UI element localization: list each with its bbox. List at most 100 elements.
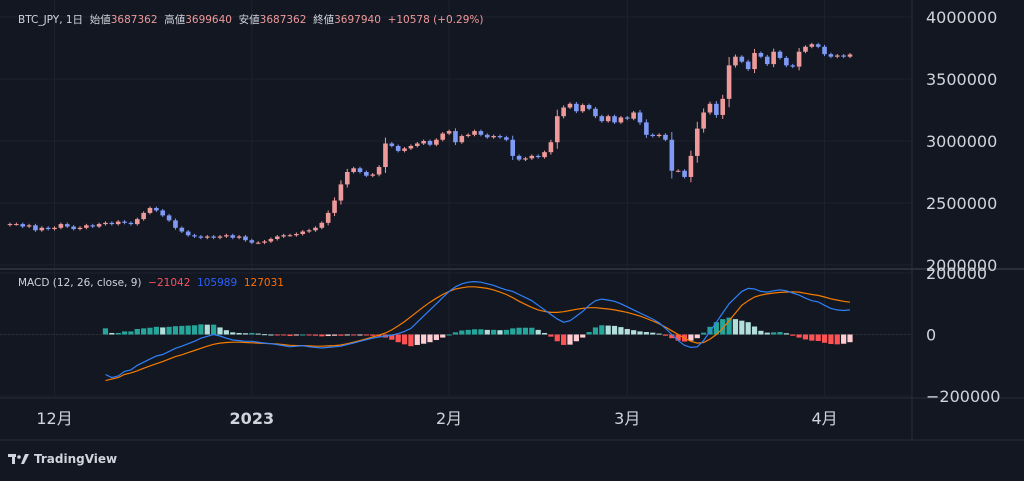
macd-histogram-bar: [306, 334, 312, 336]
price-legend: BTC_JPY, 1日 始値3687362 高値3699640 安値368736…: [18, 12, 483, 27]
macd-histogram-bar: [147, 327, 153, 335]
candle-body: [714, 103, 719, 115]
candle-body: [669, 139, 675, 171]
candle-body: [535, 155, 541, 158]
candle-body: [491, 136, 496, 138]
candle-body: [185, 231, 191, 236]
candle-body: [7, 224, 13, 226]
macd-histogram-bar: [389, 334, 395, 340]
macd-histogram-bar: [421, 334, 427, 344]
macd-histogram-bar: [141, 328, 147, 335]
time-axis-label: 3月: [614, 409, 640, 428]
macd-histogram-bar: [580, 334, 586, 338]
macd-histogram-bar: [179, 325, 185, 335]
macd-histogram-bar: [771, 332, 777, 335]
macd-histogram-bar: [548, 334, 554, 337]
macd-histogram-bar: [834, 334, 840, 345]
time-axis-label: 2023: [230, 409, 275, 428]
candle-body: [828, 54, 834, 57]
candle-body: [370, 174, 376, 176]
macd-line: [105, 280, 851, 379]
candle-body: [287, 235, 293, 237]
candle-body: [236, 236, 242, 238]
candle-body: [179, 227, 185, 232]
candle-body: [599, 116, 605, 122]
candle-body: [612, 116, 617, 123]
macd-histogram-bar: [357, 334, 363, 336]
candle-body: [115, 221, 121, 225]
macd-histogram-bar: [497, 330, 503, 335]
macd-histogram-bar: [535, 329, 541, 335]
macd-line-value: 105989: [197, 277, 238, 289]
time-axis-label: 12月: [36, 409, 72, 428]
price-axis-label: 3500000: [926, 70, 997, 89]
candle-body: [294, 234, 299, 236]
brand-label: TradingView: [34, 452, 118, 466]
tradingview-logo[interactable]: TradingView: [8, 452, 117, 466]
candle-body: [338, 184, 344, 201]
candle-body: [720, 98, 726, 115]
candle-body: [173, 220, 178, 228]
candle-body: [624, 117, 630, 119]
candle-body: [427, 141, 433, 145]
macd-histogram-bar: [688, 334, 694, 341]
macd-histogram-bar: [541, 332, 548, 335]
macd-histogram-bar: [217, 327, 223, 335]
macd-histogram-bar: [669, 334, 675, 339]
macd-histogram-bar: [351, 334, 357, 336]
candle-body: [421, 141, 426, 144]
candle-body: [561, 107, 566, 117]
price-axis-label: 4000000: [926, 8, 997, 27]
macd-histogram-bar: [573, 334, 579, 342]
candle-body: [20, 224, 26, 227]
candle-body: [847, 54, 853, 57]
low-label: 安値: [238, 14, 260, 26]
candle-body: [834, 55, 840, 57]
candle-body: [650, 134, 656, 137]
macd-histogram-bar: [656, 333, 662, 335]
macd-histogram-bar: [242, 333, 249, 335]
macd-histogram-bar: [586, 332, 592, 335]
candle-body: [306, 230, 312, 232]
macd-histogram-bar: [300, 334, 306, 336]
candle-body: [255, 242, 261, 244]
candle-body: [141, 212, 146, 220]
candle-body: [529, 155, 535, 159]
candle-body: [71, 226, 76, 230]
macd-histogram-bar: [510, 328, 516, 335]
candle-body: [484, 134, 490, 138]
candle-body: [77, 227, 83, 230]
macd-histogram-bar: [160, 327, 166, 335]
macd-histogram-bar: [312, 334, 319, 336]
macd-histogram-bar: [204, 324, 210, 335]
candle-body: [268, 238, 274, 242]
candle-body: [815, 44, 821, 47]
macd-histogram-bar: [713, 322, 719, 335]
macd-histogram-bar: [459, 330, 465, 335]
candle-body: [497, 136, 503, 138]
macd-histogram-bar: [230, 332, 236, 335]
candle-body: [134, 219, 140, 225]
macd-histogram-bar: [478, 329, 484, 335]
macd-histogram-bar: [121, 331, 128, 335]
macd-histogram-bar: [522, 327, 529, 335]
candle-body: [147, 207, 153, 213]
candle-body: [453, 131, 458, 143]
candle-body: [580, 105, 586, 112]
candle-body: [103, 222, 108, 225]
macd-histogram-bar: [675, 334, 681, 341]
candle-body: [593, 108, 598, 117]
macd-histogram-bar: [720, 319, 726, 335]
high-label: 高値: [164, 14, 186, 26]
candle-body: [211, 236, 216, 238]
candle-body: [707, 103, 713, 113]
candle-body: [841, 55, 846, 57]
candle-body: [504, 137, 509, 140]
high-value: 3699640: [185, 14, 232, 26]
candle-body: [122, 221, 127, 223]
macd-histogram-bar: [325, 334, 331, 337]
candle-body: [631, 112, 636, 119]
candle-body: [465, 134, 471, 137]
